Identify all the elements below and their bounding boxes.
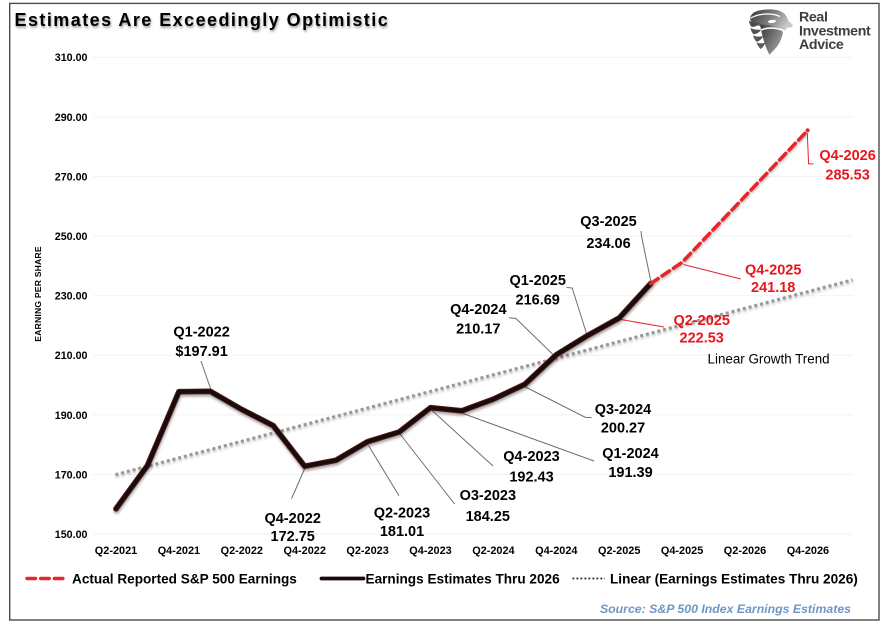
svg-text:Linear (Earnings Estimates Thr: Linear (Earnings Estimates Thru 2026) [610, 571, 858, 586]
svg-text:Q4-2025: Q4-2025 [745, 262, 801, 278]
svg-text:Q4-2022: Q4-2022 [284, 545, 326, 557]
svg-text:Real: Real [799, 10, 828, 26]
svg-text:Estimates Are Exceedingly Opti: Estimates Are Exceedingly Optimistic [15, 10, 390, 30]
svg-text:Q2-2021: Q2-2021 [95, 545, 137, 557]
svg-text:Q2-2024: Q2-2024 [472, 545, 514, 557]
svg-text:Q3-2024: Q3-2024 [595, 402, 651, 418]
svg-text:Q1-2024: Q1-2024 [602, 446, 658, 462]
svg-text:150.00: 150.00 [55, 529, 88, 541]
svg-text:Q1-2022: Q1-2022 [173, 325, 229, 341]
svg-text:Q4-2023: Q4-2023 [503, 449, 559, 465]
svg-text:Q2-2026: Q2-2026 [724, 545, 766, 557]
svg-text:216.69: 216.69 [516, 293, 560, 309]
svg-text:191.39: 191.39 [608, 465, 652, 481]
svg-text:Q2-2022: Q2-2022 [221, 545, 263, 557]
svg-text:O3-2023: O3-2023 [460, 488, 516, 504]
svg-text:184.25: 184.25 [466, 509, 510, 525]
svg-text:285.53: 285.53 [825, 168, 869, 184]
svg-text:Source: S&P 500 Index Earnings: Source: S&P 500 Index Earnings Estimates [600, 602, 851, 616]
svg-text:Q4-2025: Q4-2025 [661, 545, 703, 557]
svg-text:Q4-2026: Q4-2026 [787, 545, 829, 557]
svg-text:222.53: 222.53 [680, 331, 724, 347]
svg-text:Q4-2022: Q4-2022 [264, 511, 320, 527]
svg-text:170.00: 170.00 [55, 469, 88, 481]
svg-text:EARNING PER SHARE: EARNING PER SHARE [33, 246, 43, 342]
svg-text:290.00: 290.00 [55, 112, 88, 124]
svg-text:Investment: Investment [799, 23, 871, 39]
svg-text:210.00: 210.00 [55, 350, 88, 362]
svg-text:234.06: 234.06 [586, 236, 630, 252]
svg-text:Q4-2026: Q4-2026 [819, 148, 875, 164]
svg-text:Q4-2021: Q4-2021 [158, 545, 200, 557]
svg-text:Q1-2025: Q1-2025 [509, 273, 565, 289]
svg-text:Linear Growth Trend: Linear Growth Trend [708, 352, 830, 367]
svg-text:Q3-2025: Q3-2025 [580, 214, 636, 230]
svg-text:192.43: 192.43 [509, 470, 553, 486]
svg-text:250.00: 250.00 [55, 231, 88, 243]
svg-text:Earnings Estimates Thru 2026: Earnings Estimates Thru 2026 [366, 571, 561, 586]
svg-text:Q4-2024: Q4-2024 [450, 302, 506, 318]
svg-text:Q2-2025: Q2-2025 [673, 313, 729, 329]
svg-text:181.01: 181.01 [380, 524, 424, 540]
svg-text:172.75: 172.75 [271, 529, 315, 545]
svg-text:$197.91: $197.91 [175, 344, 227, 360]
svg-text:310.00: 310.00 [55, 52, 88, 64]
svg-text:Q4-2023: Q4-2023 [409, 545, 451, 557]
svg-text:Actual Reported S&P 500 Earnin: Actual Reported S&P 500 Earnings [72, 571, 297, 586]
svg-text:230.00: 230.00 [55, 291, 88, 303]
svg-text:Q2-2023: Q2-2023 [346, 545, 388, 557]
svg-text:190.00: 190.00 [55, 410, 88, 422]
svg-text:210.17: 210.17 [456, 322, 500, 338]
svg-text:270.00: 270.00 [55, 171, 88, 183]
svg-text:200.27: 200.27 [601, 421, 645, 437]
svg-text:Q2-2025: Q2-2025 [598, 545, 640, 557]
svg-text:Advice: Advice [799, 37, 844, 53]
svg-text:Q4-2024: Q4-2024 [535, 545, 577, 557]
svg-text:241.18: 241.18 [751, 280, 795, 296]
svg-text:Q2-2023: Q2-2023 [374, 506, 430, 522]
